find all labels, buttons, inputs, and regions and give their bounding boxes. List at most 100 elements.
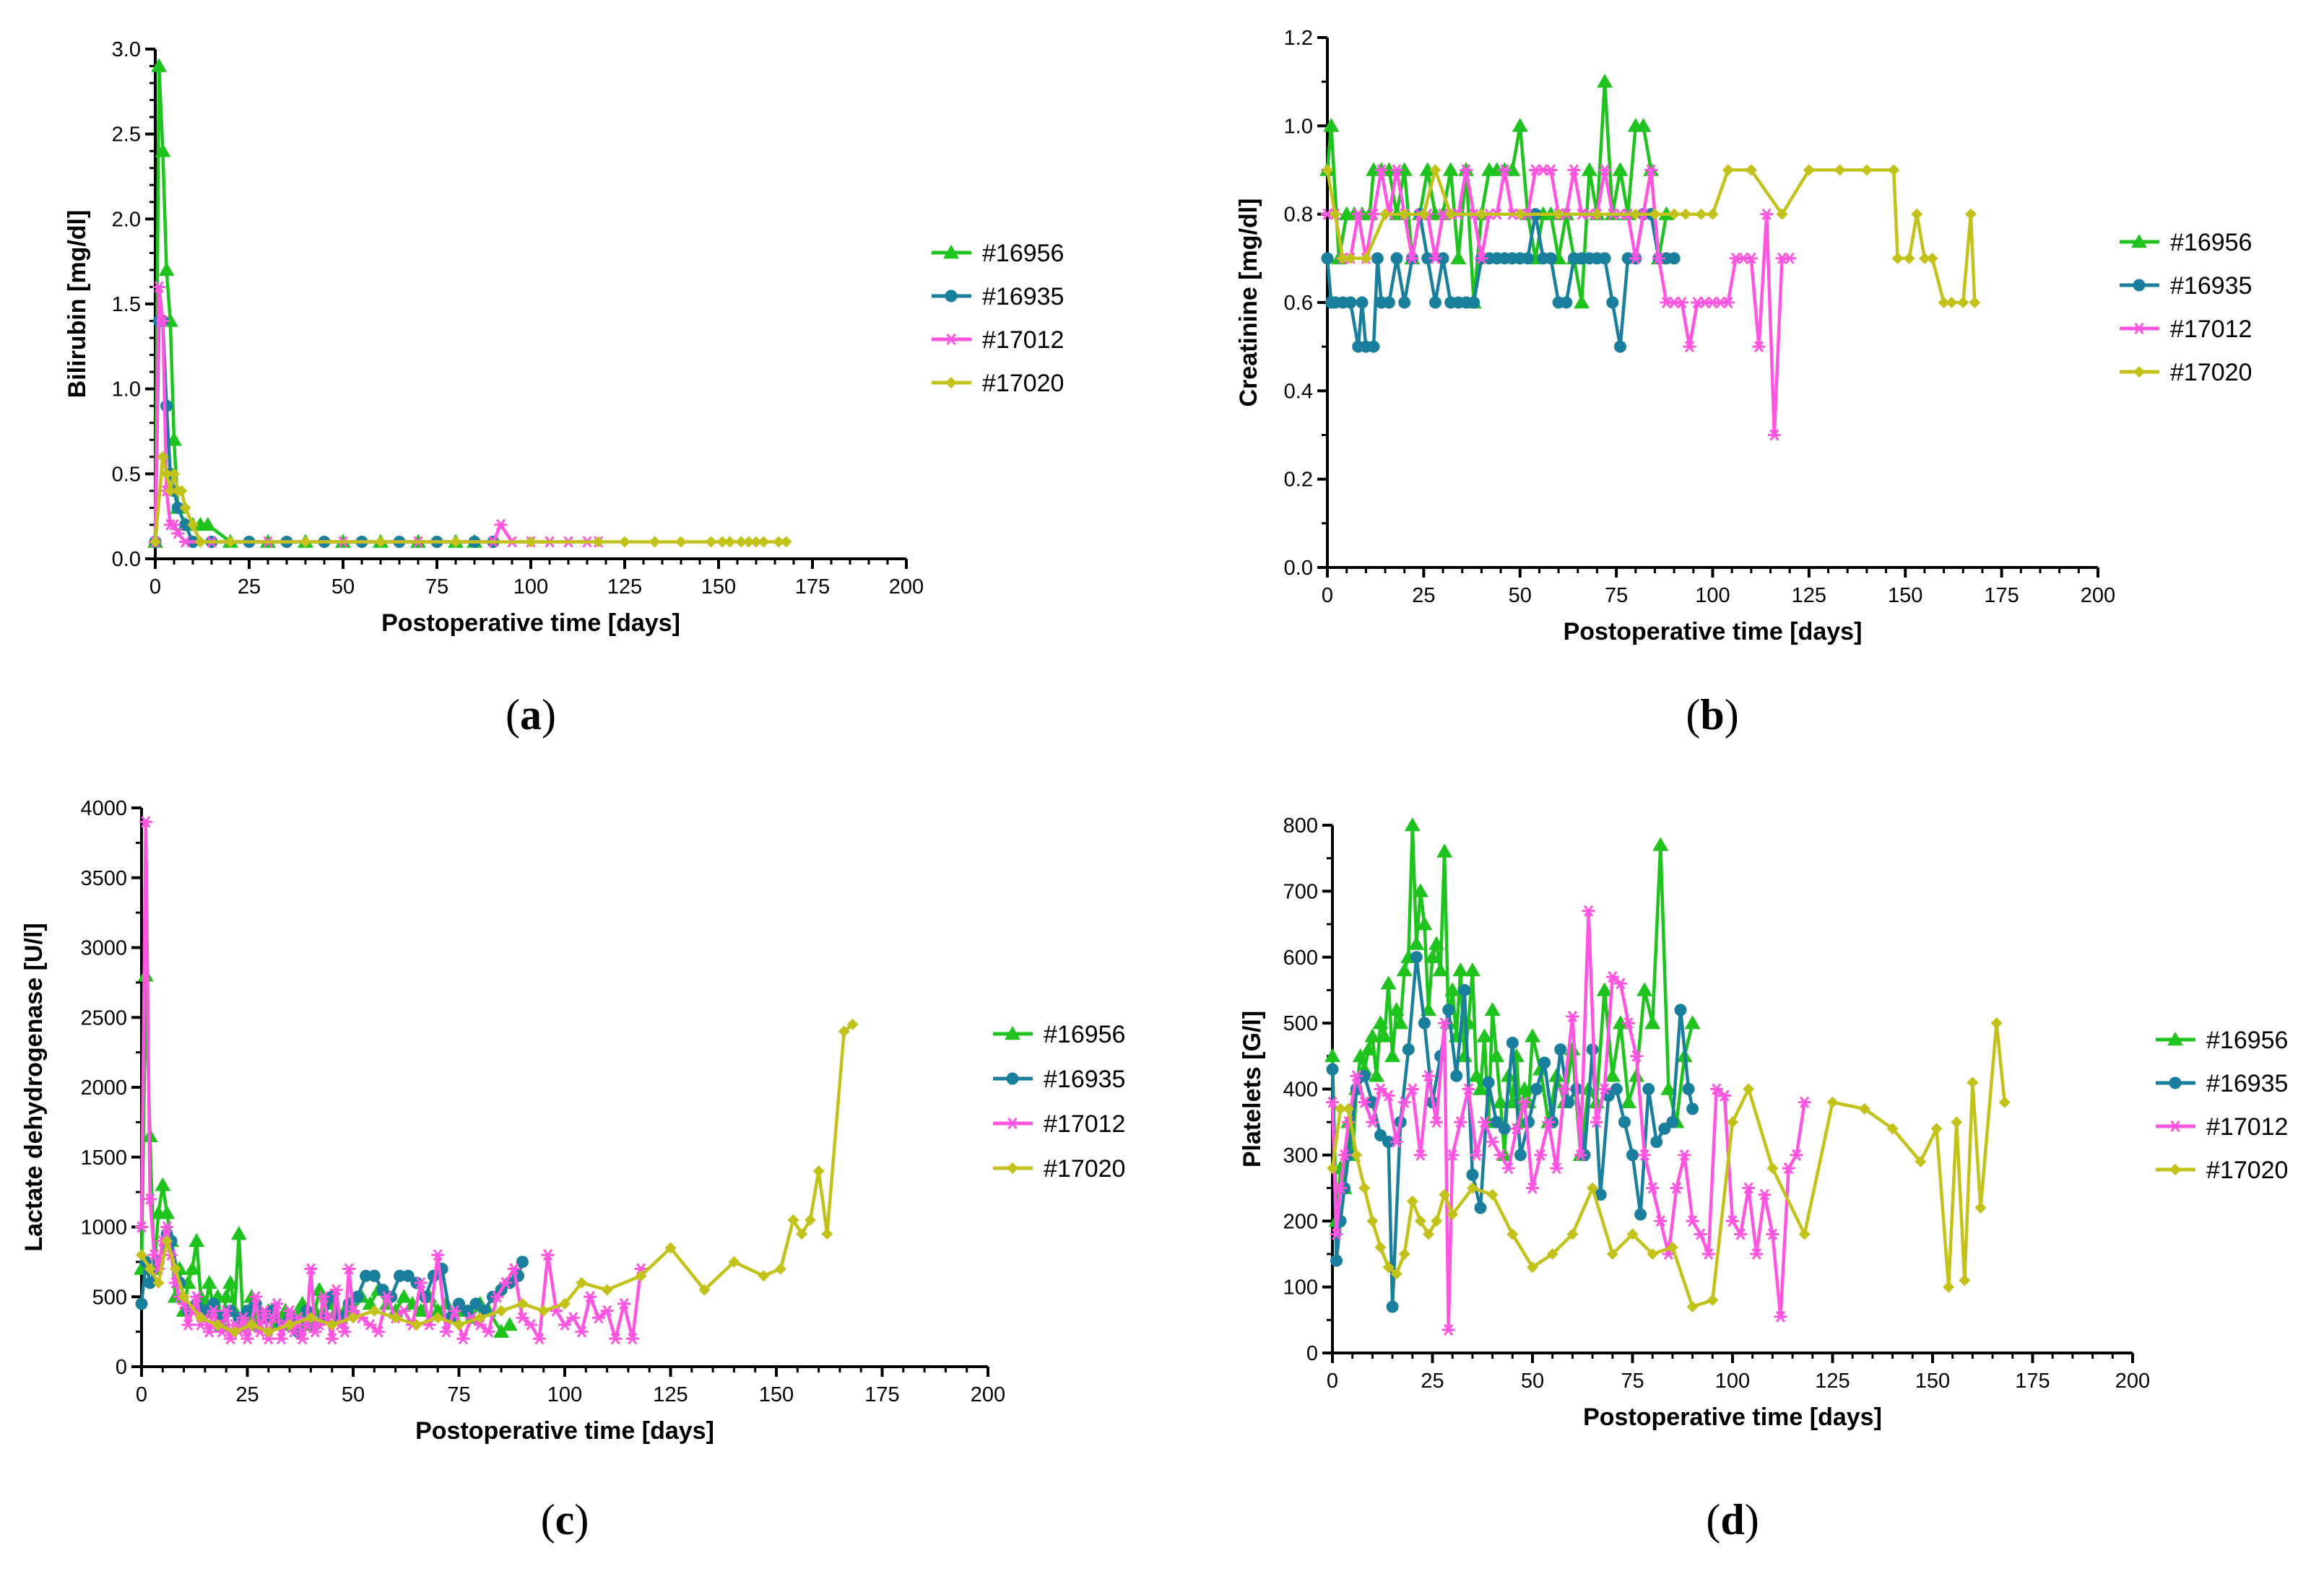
series-line: [139, 820, 643, 1341]
data-point: [498, 1276, 512, 1289]
data-point: [1452, 962, 1469, 977]
legend-label: #16935: [2206, 1070, 2288, 1097]
legend-label: #17012: [2206, 1113, 2288, 1141]
data-point: [1744, 252, 1758, 264]
data-point: [316, 1291, 330, 1303]
data-point: [171, 527, 185, 539]
legend-marker: [2133, 322, 2146, 335]
legend-marker: [945, 377, 957, 388]
data-point: [1743, 1083, 1755, 1095]
data-point: [1553, 208, 1565, 220]
y-tick-label: 700: [1283, 880, 1318, 903]
data-point: [1476, 1028, 1493, 1043]
data-point: [246, 1318, 258, 1331]
data-point: [1430, 1116, 1444, 1128]
legend-label: #16935: [1044, 1066, 1125, 1093]
data-point: [300, 536, 311, 548]
data-point: [735, 536, 747, 548]
data-point: [1652, 252, 1665, 264]
data-point: [1758, 1188, 1772, 1201]
data-point: [295, 1333, 309, 1345]
data-point: [1612, 1015, 1629, 1030]
data-point: [160, 399, 173, 412]
data-point: [1517, 1096, 1531, 1108]
x-tick-label: 50: [342, 1383, 365, 1406]
data-point: [1486, 1136, 1499, 1148]
data-point: [147, 1249, 161, 1261]
data-point: [1767, 429, 1781, 441]
legend-label: #17020: [1044, 1155, 1125, 1183]
y-axis-title: Creatinine [mg/dl]: [1235, 198, 1262, 406]
data-point: [439, 1326, 453, 1338]
y-tick-label: 1.5: [112, 293, 141, 316]
data-point: [1618, 1115, 1631, 1128]
chart-panel-b: 0 25 50 75 100 125 150 175 200 0.0 0.2 0.4 0.6 0.8 1.0…: [1235, 27, 2252, 739]
x-tick-label: 75: [1621, 1370, 1644, 1393]
data-point: [1345, 252, 1357, 264]
data-point: [1436, 252, 1449, 265]
legend: #16956 #16935 #17012 #17020: [2120, 229, 2252, 386]
data-point: [1530, 1083, 1543, 1095]
data-point: [360, 1269, 373, 1282]
x-tick-label: 125: [1815, 1370, 1850, 1393]
data-point: [1371, 252, 1384, 265]
data-point: [160, 1221, 174, 1233]
data-point: [461, 1305, 474, 1318]
data-point: [240, 1333, 254, 1345]
y-tick-label: 0: [1306, 1342, 1318, 1365]
data-point: [432, 1312, 444, 1324]
y-tick-label: 0: [116, 1356, 127, 1379]
data-point: [1670, 1182, 1683, 1194]
series-16956: [147, 58, 482, 548]
data-point: [774, 1263, 786, 1275]
series-16956: [134, 967, 518, 1338]
x-tick-label: 25: [1412, 584, 1435, 607]
data-point: [135, 1221, 148, 1233]
data-point: [1803, 164, 1815, 176]
data-point: [1891, 252, 1904, 264]
series-16956: [1319, 74, 1675, 309]
y-tick-label: 0.8: [1284, 204, 1313, 227]
data-point: [1826, 1096, 1839, 1108]
data-point: [474, 1312, 486, 1324]
data-point: [168, 518, 181, 531]
x-tick-label: 125: [653, 1383, 688, 1406]
data-point: [187, 518, 199, 531]
data-point: [1560, 296, 1573, 309]
data-point: [1406, 1195, 1418, 1207]
series-line: [153, 319, 493, 544]
data-point: [1412, 883, 1428, 897]
data-point: [724, 536, 736, 548]
data-point: [393, 1269, 406, 1282]
data-point: [1620, 1094, 1636, 1109]
data-point: [1444, 982, 1461, 996]
data-point: [1544, 164, 1558, 176]
panel-label: (a): [506, 691, 556, 739]
data-point: [1951, 1116, 1963, 1128]
data-point: [236, 1312, 250, 1324]
data-point: [516, 1256, 529, 1268]
data-point: [1356, 296, 1369, 309]
x-tick-label: 25: [1421, 1370, 1444, 1393]
data-point: [1436, 843, 1453, 858]
legend-marker: [2131, 234, 2147, 248]
data-point: [1629, 208, 1642, 220]
data-point: [1638, 1149, 1652, 1161]
data-point: [188, 1232, 205, 1248]
data-point: [600, 1305, 614, 1317]
x-tick-label: 150: [1915, 1370, 1950, 1393]
data-point: [609, 1333, 623, 1345]
x-tick-label: 175: [795, 575, 830, 599]
legend-item: #17012: [2156, 1113, 2288, 1141]
panel-label: (b): [1686, 691, 1738, 739]
data-point: [1372, 1015, 1389, 1030]
data-point: [1330, 1228, 1343, 1240]
data-point: [1484, 1001, 1501, 1017]
x-axis-title: Postoperative time [days]: [1564, 618, 1863, 645]
legend-item: #16935: [993, 1066, 1125, 1093]
data-point: [194, 536, 207, 548]
data-point: [1957, 297, 1969, 308]
data-point: [1367, 208, 1381, 220]
data-point: [257, 1305, 271, 1317]
